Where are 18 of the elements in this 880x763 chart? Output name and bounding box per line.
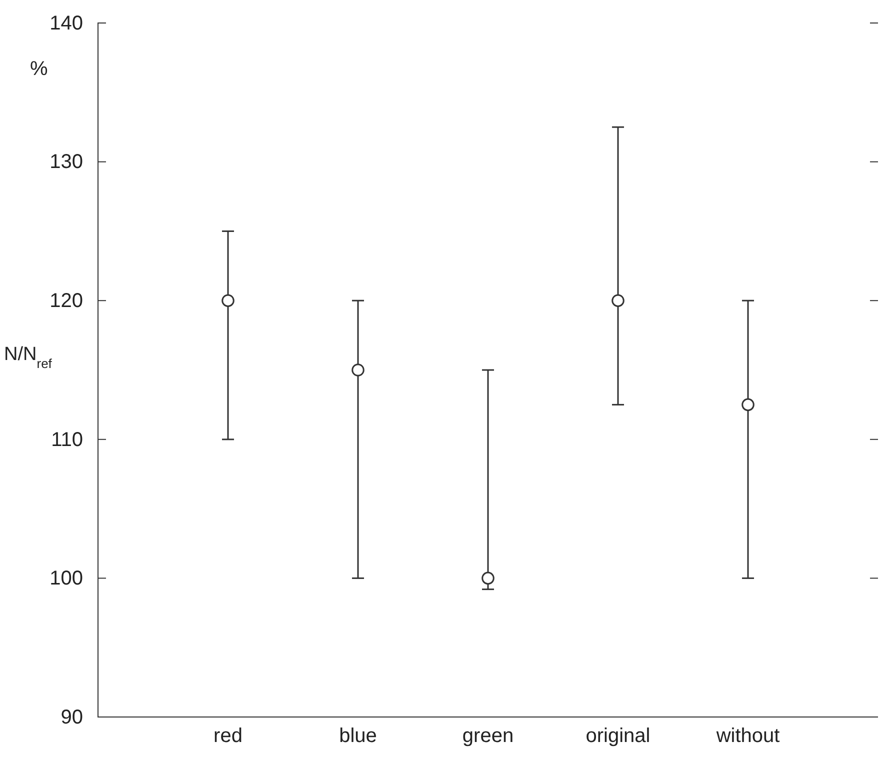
x-tick-label: blue: [339, 725, 377, 747]
x-tick-label: green: [462, 725, 514, 747]
y-tick-label: 140: [50, 12, 83, 34]
y-tick-label: 100: [50, 568, 83, 590]
y-tick-label: 120: [50, 290, 83, 312]
text: %: [30, 58, 48, 80]
point: [352, 364, 364, 376]
point: [222, 294, 234, 307]
point: [612, 294, 624, 307]
x-tick-label: original: [586, 725, 650, 747]
x-tick-label: red: [214, 725, 242, 747]
point: [482, 572, 494, 585]
point: [742, 398, 754, 412]
y-axis-title: N/N$_{ref}$: [4, 344, 52, 370]
y-tick-label: 110: [51, 428, 83, 451]
y-tick-label: 90: [60, 706, 83, 728]
y-tick-label: 130: [50, 151, 83, 174]
x-tick-label: without: [715, 725, 780, 747]
